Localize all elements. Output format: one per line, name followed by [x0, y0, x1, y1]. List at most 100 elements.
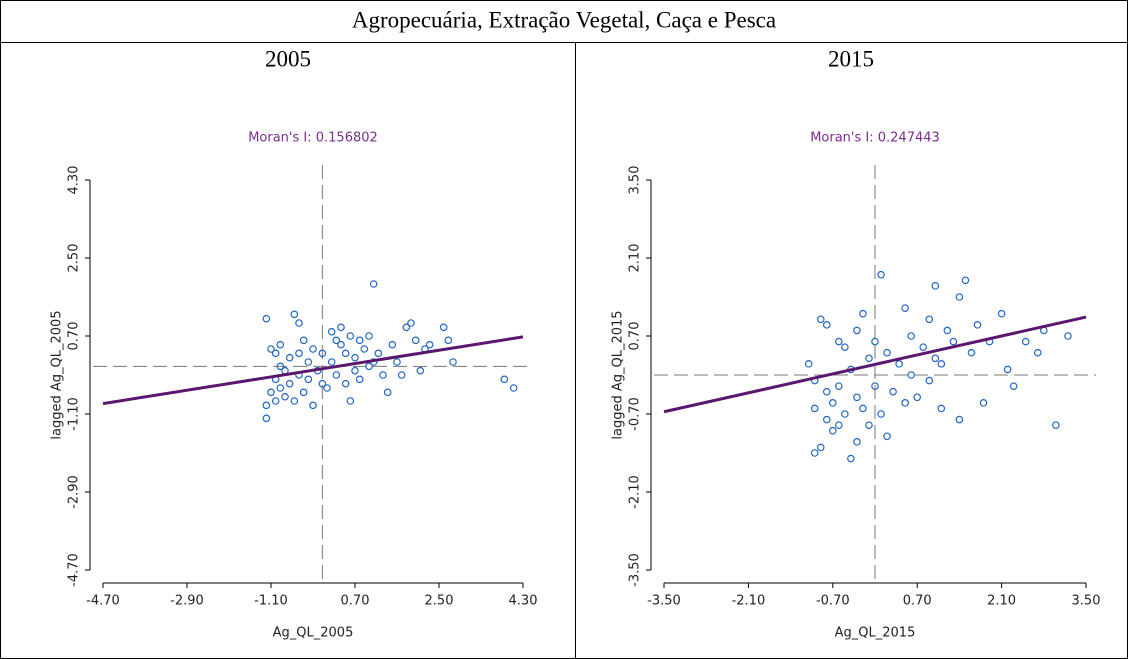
point [351, 353, 359, 362]
point [402, 323, 411, 332]
y-tick-label: 2.10 [628, 244, 643, 273]
point [271, 397, 280, 405]
point [822, 321, 831, 329]
point [853, 438, 861, 446]
point [937, 360, 946, 368]
point [351, 366, 359, 375]
point [967, 348, 976, 357]
y-tick-label: 2.50 [67, 244, 82, 273]
point [907, 371, 915, 379]
point [937, 404, 946, 413]
point [853, 393, 861, 402]
point [318, 349, 327, 358]
point [285, 353, 294, 362]
y-tick-label: -4.70 [67, 553, 82, 587]
point [810, 449, 819, 457]
point [262, 401, 271, 410]
point [295, 319, 303, 327]
point [276, 362, 285, 371]
point [374, 349, 383, 358]
point [949, 337, 958, 346]
point [346, 332, 355, 340]
point [828, 399, 837, 407]
point [323, 384, 331, 392]
point [816, 443, 825, 452]
point [449, 358, 457, 366]
point [365, 362, 373, 371]
point [337, 323, 345, 332]
point [407, 319, 415, 327]
point [919, 343, 928, 351]
point [841, 343, 849, 351]
point [309, 401, 317, 410]
x-axis-label: Ag_QL_2015 [835, 626, 916, 641]
point [318, 379, 327, 388]
y-tick-label: 3.50 [628, 166, 643, 195]
point [901, 304, 909, 312]
point [816, 315, 825, 324]
point [346, 397, 355, 405]
point [285, 379, 294, 388]
x-tick-label: 2.50 [425, 594, 454, 609]
point [877, 410, 885, 418]
point [341, 379, 350, 388]
point [804, 360, 813, 368]
point [355, 336, 364, 345]
point [955, 293, 964, 301]
point [388, 340, 397, 349]
point [271, 349, 280, 358]
x-tick-label: -2.10 [732, 594, 766, 609]
point [393, 358, 401, 366]
y-axis-label: lagged Ag_QL_2005 [50, 310, 65, 439]
point [822, 387, 831, 396]
point [337, 340, 345, 349]
point [416, 366, 425, 375]
point [360, 345, 369, 353]
point [262, 314, 271, 323]
point [822, 415, 831, 424]
point [877, 270, 885, 279]
point [913, 393, 922, 402]
x-tick-label: -3.50 [647, 594, 681, 609]
point [281, 392, 289, 401]
point [841, 410, 849, 418]
point [835, 337, 843, 346]
y-tick-label: -0.70 [628, 397, 643, 431]
point [883, 348, 891, 357]
point [500, 375, 509, 384]
point [411, 336, 420, 345]
point [276, 340, 285, 349]
point [810, 404, 819, 413]
point [355, 375, 364, 384]
point [1064, 332, 1072, 340]
point [425, 340, 434, 349]
point [304, 375, 313, 384]
y-tick-label: 0.70 [67, 322, 82, 351]
point [871, 382, 879, 390]
point [383, 388, 392, 397]
fit-line [102, 335, 524, 406]
point [327, 327, 336, 336]
point [365, 332, 373, 340]
point [931, 282, 940, 290]
point [509, 384, 518, 392]
point [835, 421, 843, 429]
y-tick-label: 0.70 [628, 322, 643, 351]
point [1033, 348, 1042, 357]
point [828, 426, 837, 435]
point [332, 336, 341, 345]
x-tick-label: -2.90 [170, 594, 204, 609]
y-tick-label: -3.50 [628, 553, 643, 587]
point [943, 326, 952, 335]
chart-title: Moran's I: 0.247443 [810, 131, 940, 146]
y-tick-label: 4.30 [67, 166, 82, 195]
point [961, 276, 970, 285]
point [865, 421, 873, 429]
point [859, 309, 867, 318]
point [889, 387, 897, 396]
x-tick-label: 0.70 [903, 594, 932, 609]
point [835, 382, 843, 390]
point [1021, 337, 1030, 346]
point [397, 371, 406, 379]
